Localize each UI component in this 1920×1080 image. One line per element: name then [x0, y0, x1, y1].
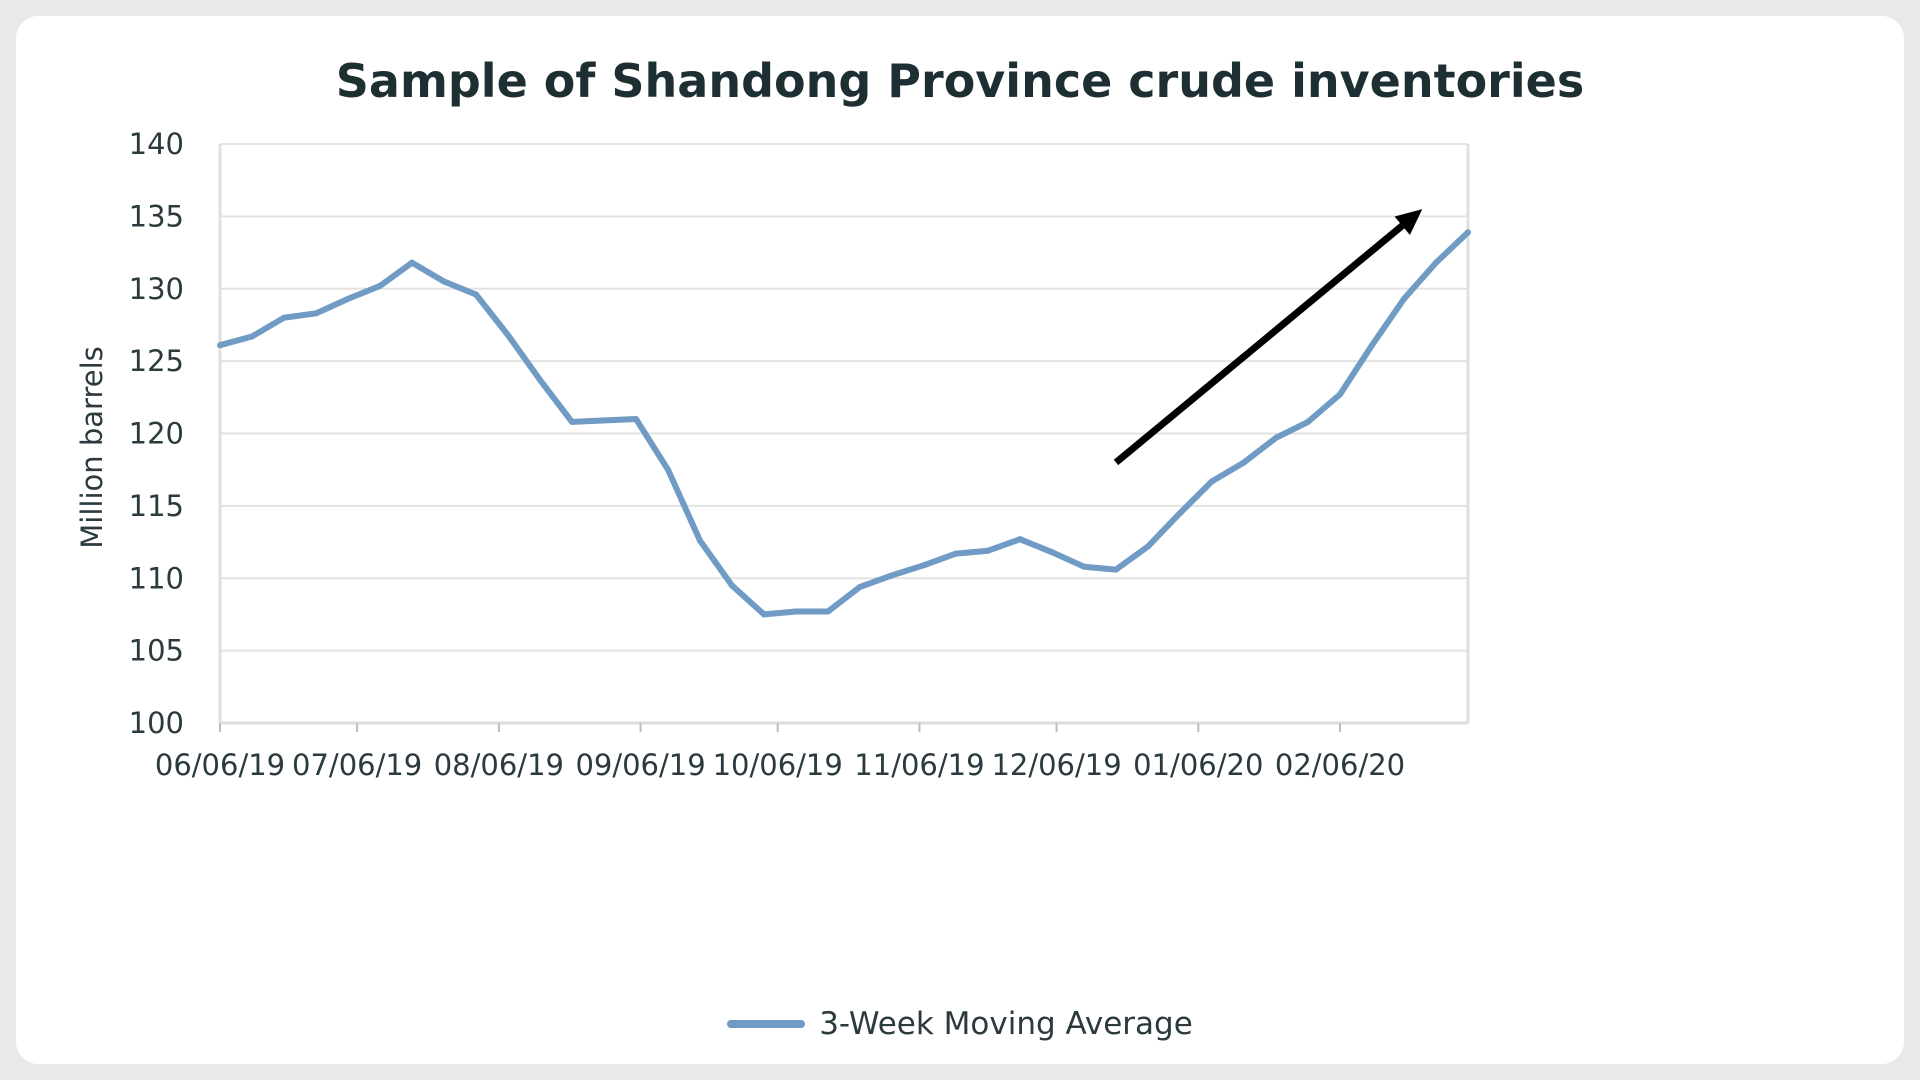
x-tick-label: 08/06/19	[434, 748, 564, 782]
data-point	[505, 332, 511, 339]
data-point	[825, 608, 831, 615]
data-point	[1209, 478, 1215, 485]
data-point	[1177, 510, 1183, 517]
data-point	[345, 295, 351, 302]
legend-swatch	[727, 1020, 806, 1028]
data-point	[985, 547, 991, 554]
x-tick-label: 02/06/20	[1275, 748, 1405, 782]
data-point	[729, 582, 735, 589]
data-point	[665, 466, 671, 473]
y-tick-label: 140	[129, 127, 184, 161]
y-tick-label: 135	[129, 199, 184, 233]
x-tick-label: 07/06/19	[292, 748, 422, 782]
data-point	[1433, 259, 1439, 266]
data-point	[761, 611, 767, 618]
data-point	[1049, 549, 1055, 556]
legend: 3-Week Moving Average	[16, 1006, 1904, 1042]
annotation-layer	[1113, 209, 1423, 466]
x-tick-label: 12/06/19	[991, 748, 1121, 782]
data-point	[697, 537, 703, 544]
data-point	[217, 342, 223, 349]
trend-arrow-head	[1394, 209, 1423, 235]
gridlines	[220, 143, 1468, 652]
x-tick-label: 09/06/19	[575, 748, 705, 782]
data-point	[1465, 229, 1471, 236]
data-point	[281, 314, 287, 321]
data-point	[1401, 295, 1407, 302]
data-point	[921, 562, 927, 569]
data-point	[249, 333, 255, 340]
data-point	[1369, 342, 1375, 349]
data-point	[1241, 459, 1247, 466]
data-point	[1145, 543, 1151, 550]
y-tick-label: 105	[129, 634, 184, 668]
data-point	[633, 416, 639, 423]
data-point	[409, 259, 415, 266]
data-point	[1113, 566, 1119, 573]
chart-card: Sample of Shandong Province crude invent…	[16, 16, 1904, 1064]
y-tick-label: 115	[129, 489, 184, 523]
series-layer	[217, 229, 1471, 618]
x-tick-label: 11/06/19	[854, 748, 984, 782]
y-tick-label: 120	[129, 417, 184, 451]
x-tick-label: 01/06/20	[1133, 748, 1263, 782]
data-point	[1017, 536, 1023, 543]
axes	[218, 144, 1470, 725]
line-chart: 100 105 110 115 120 125 130 135 140 06/06/19 07/0…	[75, 127, 1471, 782]
data-point	[377, 282, 383, 289]
y-tick-label: 100	[129, 706, 184, 740]
trend-arrow-line	[1113, 223, 1405, 466]
y-tick-label: 110	[129, 561, 184, 595]
data-point	[313, 310, 319, 317]
x-tick-label: 10/06/19	[713, 748, 843, 782]
legend-label: 3-Week Moving Average	[819, 1006, 1193, 1042]
data-point	[889, 572, 895, 579]
y-tick-label: 125	[129, 344, 184, 378]
y-axis-ticks: 100 105 110 115 120 125 130 135 140	[129, 127, 184, 740]
data-point	[537, 376, 543, 383]
y-tick-label: 130	[129, 272, 184, 306]
data-point	[793, 608, 799, 615]
data-point	[1273, 434, 1279, 441]
data-point	[1337, 391, 1343, 398]
x-tick-label: 06/06/19	[155, 748, 285, 782]
data-point	[1081, 563, 1087, 570]
x-axis-ticks: 06/06/19 07/06/19 08/06/19 09/06/19 10/06/19…	[155, 723, 1405, 782]
data-point	[1305, 418, 1311, 425]
y-axis-title: Million barrels	[75, 346, 109, 548]
chart-title: Sample of Shandong Province crude invent…	[335, 54, 1585, 108]
data-point	[857, 583, 863, 590]
data-point	[441, 278, 447, 285]
data-point	[569, 418, 575, 425]
data-point	[953, 550, 959, 557]
data-point	[473, 291, 479, 298]
